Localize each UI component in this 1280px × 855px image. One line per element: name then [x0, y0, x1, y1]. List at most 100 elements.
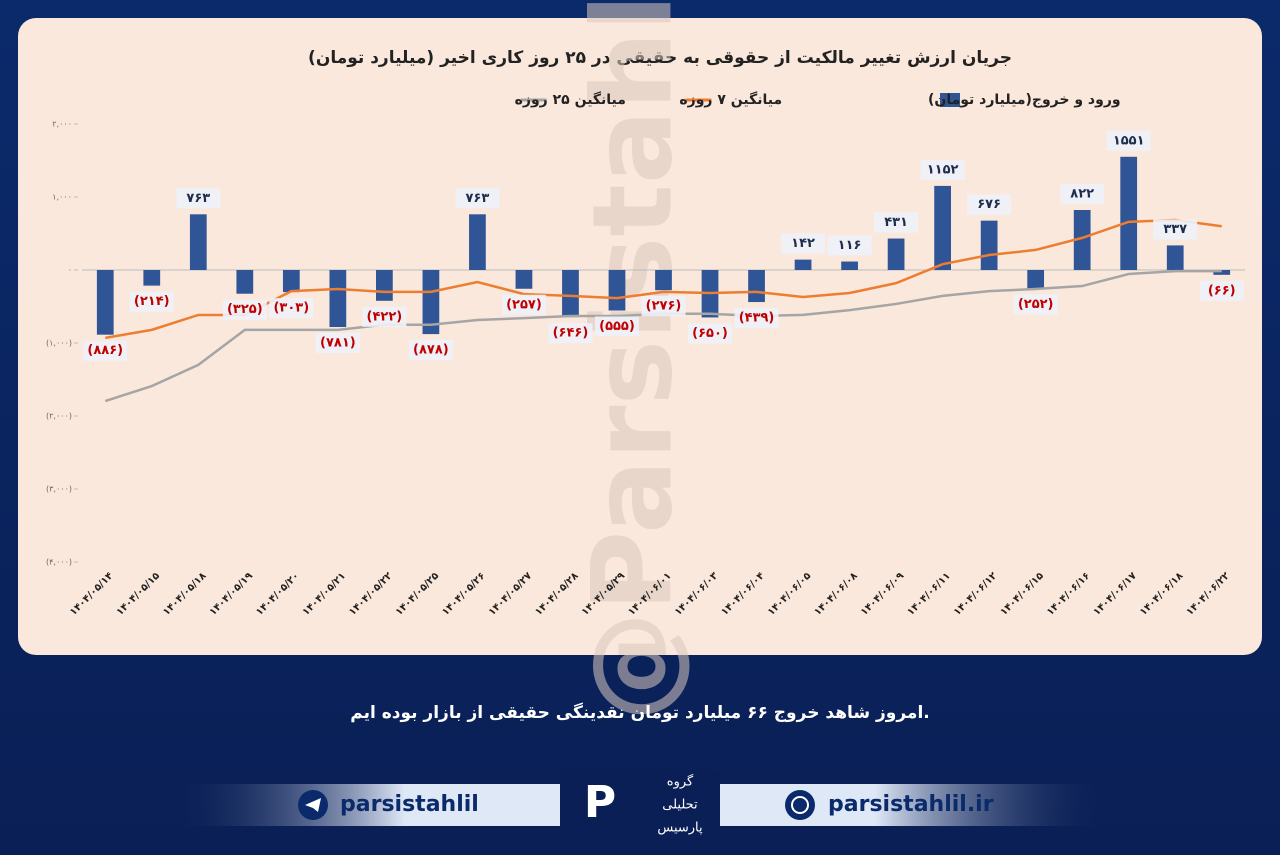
legend-label: ورود و خروج(میلیارد تومان): [928, 92, 1121, 108]
y-tick-label: ۲,۰۰۰: [52, 120, 72, 129]
label-box: [315, 333, 360, 354]
legend-label: میانگین ۷ روزه: [679, 91, 782, 108]
y-tick-label: (۴,۰۰۰): [46, 558, 72, 567]
web-icon: [785, 790, 815, 820]
data-label: (۴۲۲): [367, 309, 403, 324]
label-box: [641, 296, 686, 317]
bar: [469, 214, 486, 270]
bar: [96, 270, 114, 335]
bar: [841, 261, 858, 270]
bar: [143, 270, 161, 286]
data-label: ۷۶۳: [186, 191, 210, 206]
y-tick-label: ۰: [68, 266, 72, 275]
label-box: [455, 188, 500, 209]
data-label: (۷۸۱): [320, 336, 356, 351]
logo-line: گروه: [667, 774, 694, 790]
data-label: ۸۲۲: [1070, 186, 1094, 201]
y-tick-label: (۱,۰۰۰): [46, 339, 72, 348]
data-label: (۳۲۵): [227, 302, 263, 317]
data-label: (۸۷۸): [413, 343, 449, 358]
data-label: (۶۶): [1208, 283, 1236, 298]
bar: [236, 270, 254, 294]
data-label: (۴۳۹): [739, 311, 775, 326]
bar: [1120, 156, 1138, 270]
data-label: ۷۶۳: [466, 191, 490, 206]
label-box: [222, 299, 267, 320]
bar: [748, 270, 765, 303]
chart-title: جریان ارزش تغییر مالکیت از حقوقی به حقیق…: [308, 48, 1012, 68]
label-box: [129, 291, 174, 312]
label-box: [1060, 183, 1105, 204]
data-label: ۴۳۱: [884, 215, 908, 230]
data-label: (۸۸۶): [87, 343, 123, 358]
label-box: [594, 316, 639, 337]
web-glyph: [791, 796, 809, 814]
bar: [1213, 270, 1231, 275]
label-box: [1153, 219, 1198, 240]
data-label: (۲۷۶): [646, 299, 682, 314]
bar: [515, 270, 533, 289]
bar: [1073, 209, 1091, 270]
bar: [422, 270, 440, 335]
bar: [189, 214, 207, 270]
label-box: [688, 323, 733, 344]
label-box: [967, 194, 1012, 215]
label-box: [548, 323, 593, 344]
label-box: [734, 308, 779, 329]
bar: [655, 270, 672, 291]
data-label: ۳۳۷: [1163, 222, 1187, 237]
bar: [1027, 270, 1045, 289]
watermark: @Parsistahlil: [568, 0, 696, 722]
y-tick-label: (۲,۰۰۰): [46, 412, 72, 421]
label-box: [362, 306, 407, 327]
data-label: ۶۷۶: [977, 197, 1001, 212]
data-label: (۶۴۶): [553, 326, 589, 341]
label-box: [408, 340, 453, 361]
logo-mark: P: [584, 777, 616, 828]
logo-line: پارسیس: [657, 821, 703, 836]
data-label: (۲۵۷): [506, 297, 542, 312]
label-box: [83, 340, 128, 361]
bar: [887, 238, 905, 270]
label-box: [827, 235, 872, 256]
label-box: [874, 212, 919, 233]
data-label: (۶۵۰): [692, 326, 728, 341]
bar: [329, 270, 347, 328]
logo-box: [560, 770, 720, 840]
data-label: ۱۱۶: [838, 238, 862, 253]
data-label: ۱۱۵۲: [927, 162, 959, 177]
data-label: (۵۵۵): [599, 319, 635, 334]
label-box: [269, 298, 314, 319]
data-label: (۲۵۲): [1018, 297, 1054, 312]
legend-label: میانگین ۲۵ روزه: [515, 91, 626, 108]
bar: [980, 220, 998, 270]
bar: [376, 270, 393, 301]
bar: [282, 270, 300, 293]
y-tick-label: ۱,۰۰۰: [52, 193, 72, 202]
label-box: [1199, 280, 1244, 301]
data-label: (۲۱۴): [134, 294, 170, 309]
data-label: ۱۵۵۱: [1113, 133, 1145, 148]
legend-swatch: [940, 93, 960, 107]
label-box: [176, 188, 221, 209]
bar: [934, 185, 951, 270]
logo-line: تحلیلی: [662, 798, 698, 813]
label-box: [781, 233, 826, 254]
y-tick-label: (۳,۰۰۰): [46, 485, 72, 494]
bar: [1166, 245, 1184, 270]
data-label: ۱۴۲: [791, 236, 815, 251]
data-label: (۳۰۳): [273, 301, 309, 316]
bar: [608, 270, 626, 311]
bar: [794, 259, 812, 270]
telegram-glyph: [305, 798, 321, 812]
label-box: [1106, 130, 1151, 151]
caption: امروز شاهد خروج ۶۶ میلیارد تومان نقدینگی…: [350, 702, 930, 723]
website[interactable]: parsistahlil.ir: [828, 792, 994, 817]
label-box: [920, 159, 965, 180]
average-line: [105, 218, 1222, 340]
bar: [562, 270, 579, 318]
label-box: [501, 294, 546, 315]
telegram-handle[interactable]: parsistahlil: [340, 792, 479, 817]
